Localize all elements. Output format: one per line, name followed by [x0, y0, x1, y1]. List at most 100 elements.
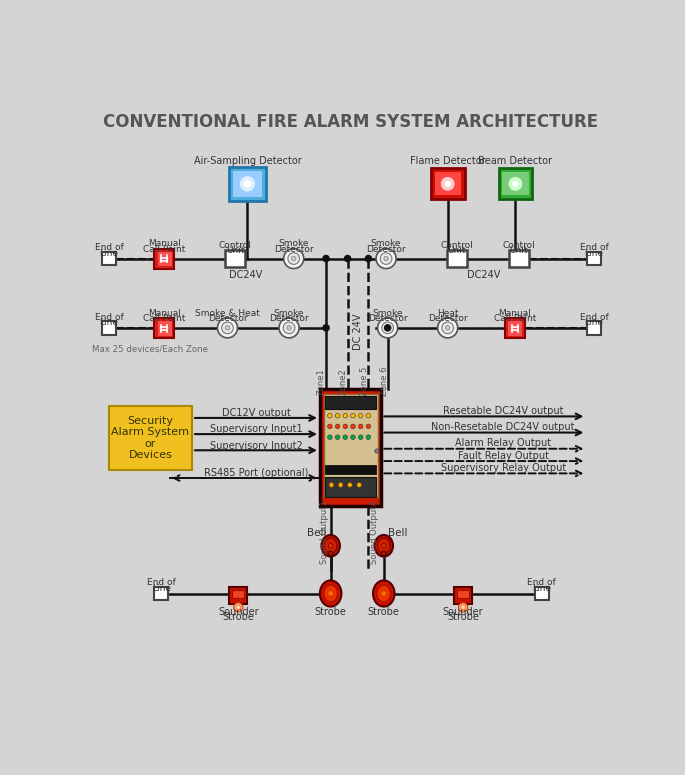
Text: Smoke: Smoke	[274, 308, 304, 318]
Circle shape	[347, 483, 352, 487]
Circle shape	[365, 256, 371, 262]
Circle shape	[438, 318, 458, 338]
Text: End of: End of	[527, 578, 556, 587]
Text: Control: Control	[219, 241, 251, 250]
Circle shape	[327, 591, 334, 597]
Bar	[320, 389, 382, 506]
Bar	[325, 477, 376, 498]
Text: End of: End of	[95, 312, 123, 322]
Bar	[232, 591, 245, 598]
Bar	[154, 249, 175, 269]
Ellipse shape	[320, 580, 341, 607]
Bar	[154, 587, 169, 601]
Circle shape	[287, 326, 291, 330]
Circle shape	[236, 605, 240, 610]
Text: Strobe: Strobe	[447, 612, 479, 622]
Ellipse shape	[377, 585, 390, 602]
Circle shape	[366, 435, 371, 439]
Text: Bell: Bell	[307, 529, 327, 539]
Text: Zone 5: Zone 5	[360, 367, 369, 397]
Circle shape	[461, 605, 465, 610]
Circle shape	[358, 424, 363, 429]
Text: End of: End of	[147, 578, 175, 587]
Ellipse shape	[375, 535, 393, 556]
Bar	[587, 321, 601, 335]
Circle shape	[445, 326, 450, 330]
Circle shape	[345, 256, 351, 262]
Bar	[507, 320, 523, 336]
Bar	[325, 465, 376, 474]
Text: Sounder: Sounder	[443, 607, 484, 617]
Text: Fault Relay Output: Fault Relay Output	[458, 451, 549, 460]
Text: Detector: Detector	[208, 314, 247, 323]
Text: Detector: Detector	[366, 245, 406, 253]
Text: Supervisory Input1: Supervisory Input1	[210, 425, 302, 435]
Bar	[502, 172, 529, 195]
Text: Bell: Bell	[388, 529, 408, 539]
Text: Control: Control	[440, 241, 473, 250]
Bar	[457, 591, 469, 598]
Text: Strobe: Strobe	[368, 607, 400, 617]
Circle shape	[381, 591, 387, 597]
Text: DC12V output: DC12V output	[221, 408, 290, 418]
Text: Alarm Relay Output: Alarm Relay Output	[455, 439, 551, 449]
Text: DC24V: DC24V	[229, 270, 262, 281]
Text: Resetable DC24V output: Resetable DC24V output	[443, 406, 563, 416]
Text: Air-Sampling Detector: Air-Sampling Detector	[194, 156, 301, 166]
Circle shape	[288, 253, 299, 264]
Circle shape	[343, 424, 347, 429]
Circle shape	[234, 603, 243, 612]
Text: Sound Output1: Sound Output1	[320, 500, 329, 563]
Circle shape	[225, 326, 229, 330]
Circle shape	[386, 326, 390, 330]
Text: Strobe: Strobe	[314, 607, 347, 617]
Circle shape	[458, 603, 468, 612]
Circle shape	[284, 322, 295, 334]
Bar	[587, 252, 601, 266]
Bar	[157, 320, 172, 336]
Text: Detector: Detector	[269, 314, 309, 323]
Circle shape	[323, 256, 329, 262]
Text: Detector: Detector	[428, 314, 467, 323]
Bar	[109, 406, 192, 470]
Bar	[535, 587, 549, 601]
Text: Line: Line	[532, 584, 551, 593]
Bar	[154, 318, 175, 338]
Bar	[325, 395, 376, 409]
Bar	[102, 252, 116, 266]
Text: Max 25 devices/Each Zone: Max 25 devices/Each Zone	[92, 345, 208, 354]
Circle shape	[323, 325, 329, 331]
Text: Security
Alarm System
or
Devices: Security Alarm System or Devices	[112, 415, 190, 460]
Ellipse shape	[324, 585, 338, 602]
Bar	[102, 321, 116, 335]
Circle shape	[382, 543, 386, 548]
Text: Smoke: Smoke	[371, 239, 401, 249]
Text: Control: Control	[502, 241, 535, 250]
Bar	[454, 587, 473, 605]
Text: Smoke: Smoke	[373, 308, 403, 318]
Circle shape	[284, 249, 303, 269]
Text: Line: Line	[152, 584, 171, 593]
Circle shape	[335, 413, 340, 418]
Circle shape	[327, 413, 332, 418]
Text: Supervisory Relay Output: Supervisory Relay Output	[440, 463, 566, 473]
Bar	[499, 168, 532, 199]
Text: Non-Resetable DC24V output: Non-Resetable DC24V output	[432, 422, 575, 432]
Circle shape	[335, 435, 340, 439]
Circle shape	[382, 551, 386, 556]
Text: Line: Line	[584, 249, 603, 257]
Circle shape	[382, 322, 393, 334]
Circle shape	[292, 257, 296, 260]
Text: DC24V: DC24V	[467, 270, 501, 281]
Text: End of: End of	[580, 312, 608, 322]
Bar	[229, 167, 266, 201]
Circle shape	[377, 318, 398, 338]
Circle shape	[380, 253, 392, 264]
Circle shape	[338, 483, 343, 487]
Text: Manual: Manual	[148, 239, 181, 249]
Text: Zone1: Zone1	[317, 368, 326, 395]
Circle shape	[357, 483, 362, 487]
Text: Smoke: Smoke	[278, 239, 309, 249]
Bar	[225, 250, 245, 267]
Text: Zone 6: Zone 6	[380, 367, 389, 397]
